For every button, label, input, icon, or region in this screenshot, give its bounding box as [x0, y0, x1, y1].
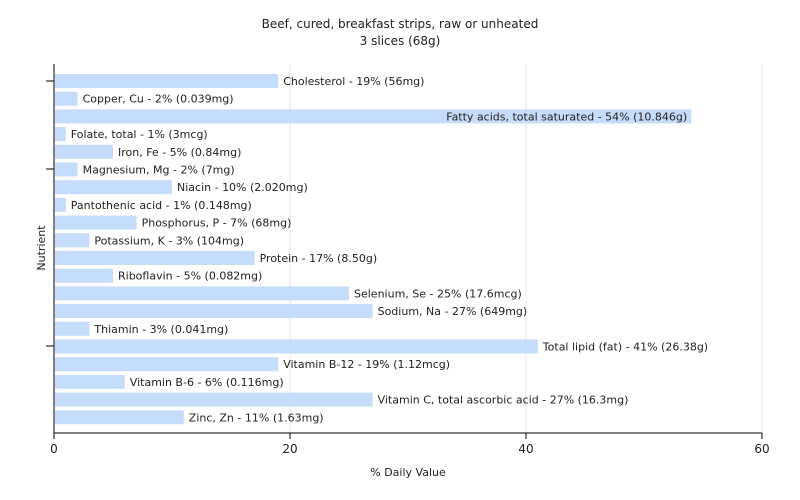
grid-lines [289, 64, 763, 433]
chart-title: Beef, cured, breakfast strips, raw or un… [262, 17, 539, 31]
bar-label-8: Phosphorus, P - 7% (68mg) [142, 217, 292, 230]
x-tick-label-1: 20 [282, 442, 297, 456]
bar-0 [55, 74, 279, 88]
bar-label-17: Vitamin B-6 - 6% (0.116mg) [130, 376, 284, 389]
bar-label-19: Zinc, Zn - 11% (1.63mg) [189, 411, 324, 424]
bar-label-5: Magnesium, Mg - 2% (7mg) [83, 164, 235, 177]
bar-9 [55, 233, 90, 248]
x-ticks-group: 0 20 40 60 [50, 433, 770, 456]
bar-10 [55, 251, 255, 265]
bar-18 [55, 392, 373, 407]
bar-label-16: Vitamin B-12 - 19% (1.12mcg) [283, 358, 450, 371]
bar-label-13: Sodium, Na - 27% (649mg) [378, 305, 528, 318]
axes-group [46, 64, 762, 434]
bar-label-12: Selenium, Se - 25% (17.6mcg) [354, 287, 522, 300]
x-axis-title: % Daily Value [370, 466, 446, 479]
bar-label-6: Niacin - 10% (2.020mg) [177, 181, 308, 194]
x-tick-label-2: 40 [518, 442, 533, 456]
bar-1 [55, 91, 78, 106]
bar-label-10: Protein - 17% (8.50g) [260, 252, 378, 265]
bar-6 [55, 180, 172, 195]
chart-subtitle: 3 slices (68g) [360, 34, 441, 48]
bar-label-11: Riboflavin - 5% (0.082mg) [118, 270, 262, 283]
bar-19 [55, 410, 184, 425]
bar-2 [55, 109, 692, 124]
bar-15 [55, 339, 538, 354]
bar-13 [55, 304, 373, 319]
bar-label-7: Pantothenic acid - 1% (0.148mg) [71, 199, 252, 212]
bar-3 [55, 127, 66, 142]
bar-label-3: Folate, total - 1% (3mcg) [71, 128, 208, 141]
bar-7 [55, 197, 66, 212]
bar-4 [55, 144, 113, 159]
bar-8 [55, 215, 137, 230]
bar-16 [55, 357, 279, 372]
bar-label-1: Copper, Cu - 2% (0.039mg) [83, 93, 234, 106]
bar-label-4: Iron, Fe - 5% (0.84mg) [118, 146, 241, 159]
bar-label-2: Fatty acids, total saturated - 54% (10.8… [446, 110, 687, 123]
bar-12 [55, 286, 349, 301]
bar-label-9: Potassium, K - 3% (104mg) [94, 234, 244, 247]
y-axis-title: Nutrient [35, 225, 48, 271]
bar-11 [55, 268, 113, 283]
x-tick-label-0: 0 [50, 442, 58, 456]
bar-17 [55, 374, 125, 389]
bar-label-14: Thiamin - 3% (0.041mg) [93, 323, 228, 336]
bars-group: Cholesterol - 19% (56mg) Copper, Cu - 2% … [55, 74, 708, 425]
bar-label-15: Total lipid (fat) - 41% (26.38g) [542, 341, 708, 354]
bar-14 [55, 321, 90, 336]
bar-label-18: Vitamin C, total ascorbic acid - 27% (16… [378, 394, 629, 407]
bar-5 [55, 162, 78, 177]
bar-label-0: Cholesterol - 19% (56mg) [283, 75, 424, 88]
x-tick-label-3: 60 [754, 442, 769, 456]
